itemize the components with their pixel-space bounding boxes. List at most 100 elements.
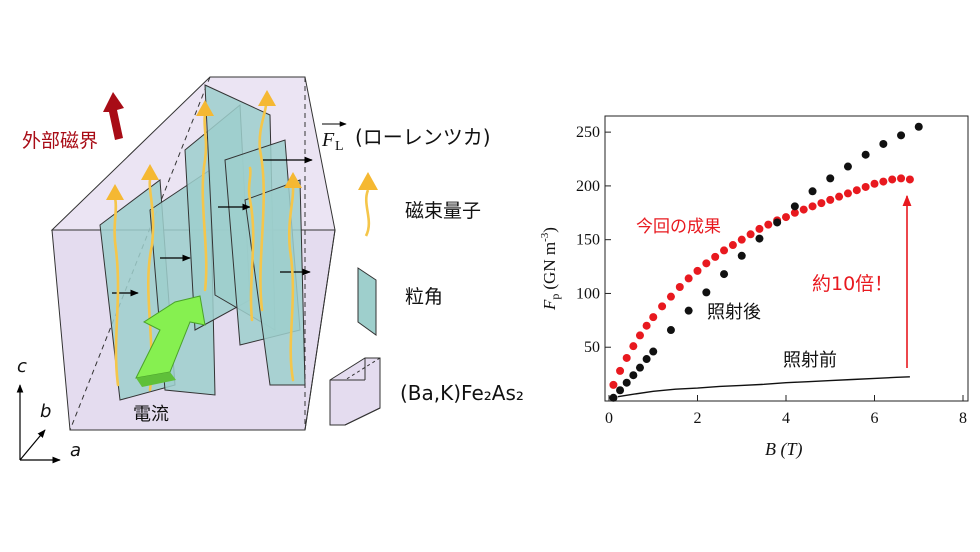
- annotation-before: 照射前: [783, 350, 837, 371]
- y-label-sub: p: [548, 294, 562, 300]
- data-point-after-irradiation: [826, 174, 835, 183]
- current-label: 電流: [133, 404, 169, 425]
- data-point-after-irradiation: [861, 150, 870, 159]
- data-point-this-result: [879, 177, 888, 186]
- pinning-force-chart: 0 2 4 6 8 50 100 150 200 250 B (T) Fp (GN m-3) 今回…: [539, 115, 969, 460]
- axis-b-label: b: [40, 401, 51, 422]
- data-point-this-result: [843, 189, 852, 198]
- data-point-this-result: [675, 283, 684, 291]
- data-point-after-irradiation: [914, 122, 923, 131]
- data-point-after-irradiation: [622, 378, 631, 387]
- data-point-this-result: [835, 192, 844, 201]
- data-point-this-result: [905, 175, 914, 184]
- data-point-after-irradiation: [649, 347, 658, 356]
- data-point-this-result: [728, 241, 737, 250]
- lorentz-text: (ローレンツカ): [355, 125, 491, 149]
- data-point-this-result: [817, 199, 826, 208]
- x-tick-label: 4: [782, 410, 790, 427]
- data-point-after-irradiation: [897, 131, 906, 140]
- data-point-after-irradiation: [720, 270, 729, 279]
- data-point-after-irradiation: [616, 386, 625, 395]
- series-group: [609, 122, 923, 402]
- external-field-arrow: [103, 92, 124, 140]
- flux-arrowheads: [106, 90, 302, 200]
- data-point-this-result: [684, 274, 693, 283]
- data-point-after-irradiation: [609, 393, 618, 402]
- data-point-this-result: [622, 353, 631, 362]
- data-point-this-result: [755, 224, 764, 233]
- legend-flux-label: 磁束量子: [405, 200, 481, 222]
- y-axis: 50 100 150 200 250: [576, 124, 611, 356]
- y-tick-label: 100: [576, 285, 600, 302]
- data-point-this-result: [635, 331, 644, 340]
- data-point-this-result: [861, 182, 870, 191]
- legend-crystal-label: (Ba,K)Fe₂As₂: [400, 381, 524, 405]
- y-tick-label: 50: [584, 339, 600, 356]
- y-axis-label: Fp (GN m-3): [539, 227, 562, 311]
- axis-c-label: c: [17, 356, 27, 377]
- y-label-exp: -3: [539, 232, 551, 242]
- annotation-after: 照射後: [707, 302, 761, 323]
- data-point-this-result: [764, 220, 773, 229]
- data-point-this-result: [642, 321, 651, 330]
- legend-flux-symbol: [358, 172, 378, 237]
- lorentz-force-label: F L (ローレンツカ): [321, 121, 491, 154]
- data-point-this-result: [888, 175, 897, 184]
- data-point-this-result: [826, 195, 835, 204]
- x-axis: 0 2 4 6 8: [605, 395, 967, 427]
- svg-text:Fp(GN m-3): Fp (GN m-3): [539, 227, 562, 311]
- x-tick-label: 8: [959, 410, 967, 427]
- data-point-this-result: [746, 230, 755, 239]
- data-point-this-result: [782, 213, 790, 222]
- axis-a-label: a: [70, 440, 81, 461]
- y-label-main: F: [540, 299, 559, 311]
- y-label-close: ): [540, 227, 559, 233]
- data-point-this-result: [702, 259, 711, 268]
- current-arrow: [135, 295, 206, 387]
- force-subscript: L: [335, 139, 344, 154]
- x-axis-label: B (T): [765, 439, 803, 460]
- axis-indicator: [16, 384, 61, 464]
- superconductor-diagram: 電流 外部磁界 c b a F L (ローレンツカ) 磁束量子 粒角: [16, 76, 524, 464]
- legend-grain-label: 粒角: [405, 286, 443, 308]
- data-point-this-result: [711, 252, 720, 261]
- y-tick-label: 150: [576, 232, 600, 249]
- x-tick-label: 2: [694, 410, 702, 427]
- data-point-this-result: [737, 235, 746, 244]
- data-point-this-result: [693, 266, 702, 275]
- data-point-this-result: [629, 342, 638, 351]
- legend-grain-symbol: [357, 267, 377, 336]
- y-tick-label: 200: [576, 178, 600, 195]
- data-point-after-irradiation: [808, 187, 817, 196]
- data-point-after-irradiation: [684, 306, 693, 315]
- data-point-after-irradiation: [843, 162, 852, 171]
- x-tick-label: 6: [871, 410, 879, 427]
- y-label-unit: (GN m: [540, 242, 559, 290]
- data-point-this-result: [616, 366, 625, 375]
- series-line-before-irradiation: [617, 376, 910, 398]
- legend-crystal-symbol: [329, 357, 381, 426]
- data-point-after-irradiation: [666, 326, 675, 335]
- data-point-this-result: [720, 246, 729, 255]
- annotation-improvement: 約10倍！: [812, 273, 893, 295]
- x-tick-label: 0: [605, 410, 613, 427]
- data-point-after-irradiation: [635, 363, 644, 372]
- data-point-this-result: [870, 179, 879, 188]
- force-symbol: F: [321, 129, 335, 151]
- data-point-this-result: [658, 302, 667, 311]
- data-point-after-irradiation: [702, 288, 711, 297]
- data-point-after-irradiation: [790, 202, 799, 211]
- data-point-after-irradiation: [755, 234, 764, 243]
- data-point-this-result: [649, 313, 658, 322]
- data-point-this-result: [897, 174, 906, 183]
- data-point-after-irradiation: [629, 371, 638, 380]
- data-point-this-result: [790, 208, 799, 217]
- data-point-this-result: [808, 202, 817, 211]
- data-point-after-irradiation: [642, 355, 651, 364]
- flux-quanta: [113, 103, 295, 392]
- crystal-box-edge: [304, 229, 336, 431]
- data-point-after-irradiation: [773, 218, 782, 227]
- external-field-label: 外部磁界: [22, 130, 98, 152]
- data-point-this-result: [799, 205, 808, 214]
- data-point-this-result: [852, 186, 861, 195]
